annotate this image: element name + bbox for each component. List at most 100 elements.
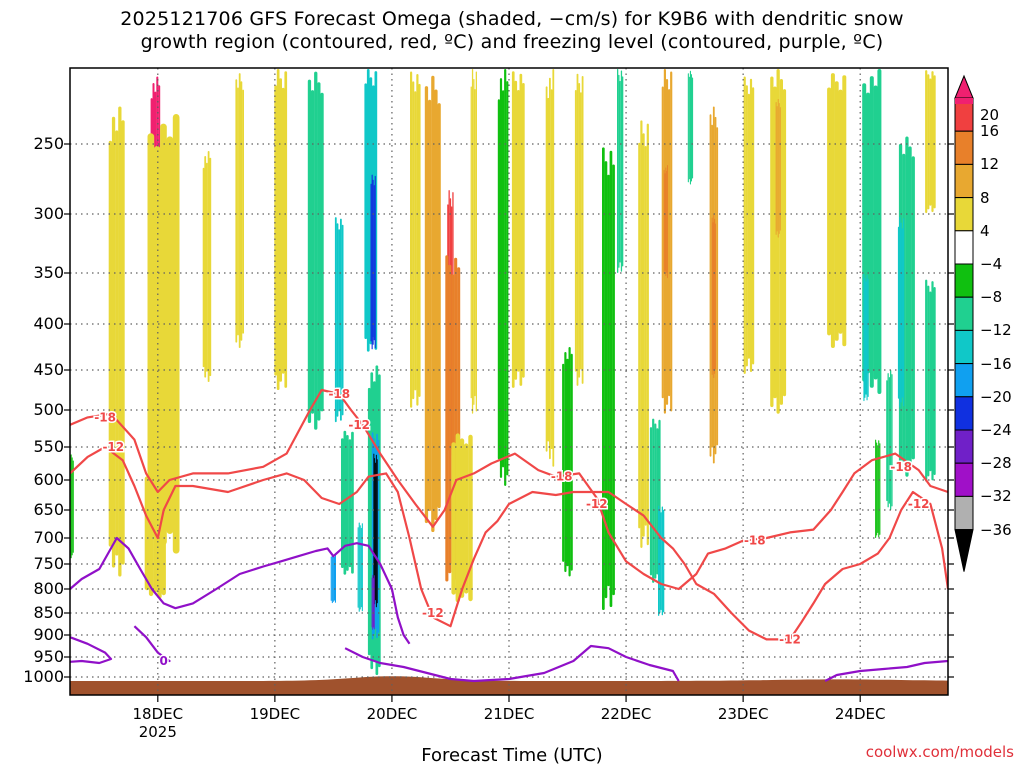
- omega-cell: [663, 169, 665, 274]
- omega-cell: [410, 71, 413, 408]
- omega-cell: [612, 164, 615, 596]
- credit-link[interactable]: coolwx.com/models: [865, 743, 1014, 761]
- omega-cell: [933, 287, 936, 476]
- colorbar-tick-label: −4: [980, 255, 1003, 273]
- omega-cell: [153, 146, 161, 526]
- y-tick-label: 950: [33, 647, 64, 666]
- y-tick-label: 300: [33, 204, 64, 223]
- colorbar-bin: [954, 396, 974, 431]
- omega-cell: [370, 183, 372, 342]
- freezing-level-contour: [70, 636, 113, 665]
- omega-cell: [412, 81, 415, 400]
- omega-cell: [418, 83, 421, 398]
- omega-cell: [414, 91, 417, 391]
- omega-cell: [240, 81, 243, 341]
- omega-cell: [715, 223, 716, 370]
- colorbar-tick-label: 20: [980, 106, 1000, 124]
- omega-cell: [562, 363, 565, 562]
- omega-cell: [317, 82, 321, 421]
- omega-cell: [377, 439, 380, 633]
- omega-cell: [886, 380, 888, 502]
- omega-cell: [877, 69, 882, 394]
- x-axis-title: Forecast Time (UTC): [421, 745, 603, 766]
- colorbar-bin: [954, 495, 974, 531]
- grid-lines: [70, 68, 948, 695]
- y-tick-label: 800: [33, 579, 64, 598]
- omega-cell: [925, 279, 928, 482]
- omega-cell: [281, 87, 285, 374]
- omega-cell: [607, 174, 610, 587]
- omega-cell: [338, 229, 341, 412]
- y-tick-label: 850: [33, 603, 64, 622]
- omega-cell: [502, 90, 505, 468]
- y-tick-label: 750: [33, 554, 64, 573]
- omega-cell: [911, 156, 915, 460]
- omega-cell: [118, 106, 122, 577]
- colorbar-tick-label: −16: [980, 354, 1012, 373]
- omega-cell: [644, 146, 647, 526]
- omega-cell: [364, 83, 368, 340]
- terrain-fill: [70, 676, 948, 695]
- omega-cell: [668, 89, 671, 397]
- x-tick-label: 24DEC: [834, 705, 886, 723]
- omega-cell: [431, 75, 435, 533]
- omega-cell: [374, 175, 376, 349]
- dgz-contour-label: -12: [586, 497, 608, 511]
- omega-cell: [568, 347, 571, 577]
- omega-cell: [320, 92, 324, 412]
- omega-cell: [549, 77, 551, 460]
- omega-cell: [514, 80, 518, 380]
- colorbar-bin: [954, 163, 974, 199]
- omega-cell: [888, 377, 891, 504]
- omega-cell: [470, 86, 472, 399]
- omega-cell: [711, 217, 713, 375]
- omega-cell: [547, 97, 550, 442]
- omega-cell: [622, 76, 624, 267]
- omega-cell: [869, 76, 874, 388]
- omega-cell: [121, 120, 125, 565]
- y-tick-label: 550: [33, 437, 64, 456]
- omega-cell: [749, 78, 753, 373]
- omega-cell: [361, 523, 363, 612]
- omega-cell: [690, 74, 692, 182]
- omega-cell: [661, 506, 663, 616]
- omega-cell: [166, 136, 174, 534]
- omega-cell: [646, 123, 649, 546]
- omega-cell: [357, 527, 359, 608]
- dgz-contour-label: -12: [102, 440, 124, 454]
- x-tick-label: 20DEC: [366, 705, 418, 723]
- omega-cell: [206, 162, 208, 372]
- omega-cell: [897, 226, 900, 399]
- omega-cell: [358, 522, 360, 612]
- colorbar-tick-label: 4: [980, 221, 990, 240]
- omega-cell: [511, 71, 515, 388]
- omega-cell: [351, 431, 354, 574]
- omega-cell: [863, 273, 865, 402]
- omega-cell: [333, 556, 335, 601]
- omega-shading: [70, 69, 936, 675]
- omega-cell: [416, 74, 419, 406]
- x-tick-label: 18DEC: [132, 705, 184, 723]
- omega-cell: [776, 106, 778, 232]
- omega-cell: [619, 80, 621, 263]
- y-tick-label: 600: [33, 470, 64, 489]
- omega-cell: [545, 86, 548, 452]
- omega-cell: [71, 457, 73, 556]
- dgz-contour-label: -18: [551, 470, 573, 484]
- y-tick-label: 650: [33, 500, 64, 519]
- omega-cell: [147, 133, 155, 537]
- omega-cell: [752, 87, 755, 365]
- omega-cell: [372, 179, 374, 345]
- omega-cell: [777, 99, 779, 238]
- omega-cell: [373, 453, 375, 609]
- omega-cell: [649, 427, 653, 576]
- omega-cell: [864, 277, 866, 398]
- omega-cell: [659, 508, 661, 613]
- freezing-level-contour: [70, 536, 411, 645]
- colorbar-tick-label: −20: [980, 387, 1012, 406]
- omega-cell: [360, 527, 362, 608]
- omega-cell: [359, 525, 361, 610]
- omega-cell: [580, 92, 582, 370]
- omega-cell: [578, 83, 581, 378]
- colorbar-tick-label: −32: [980, 487, 1012, 506]
